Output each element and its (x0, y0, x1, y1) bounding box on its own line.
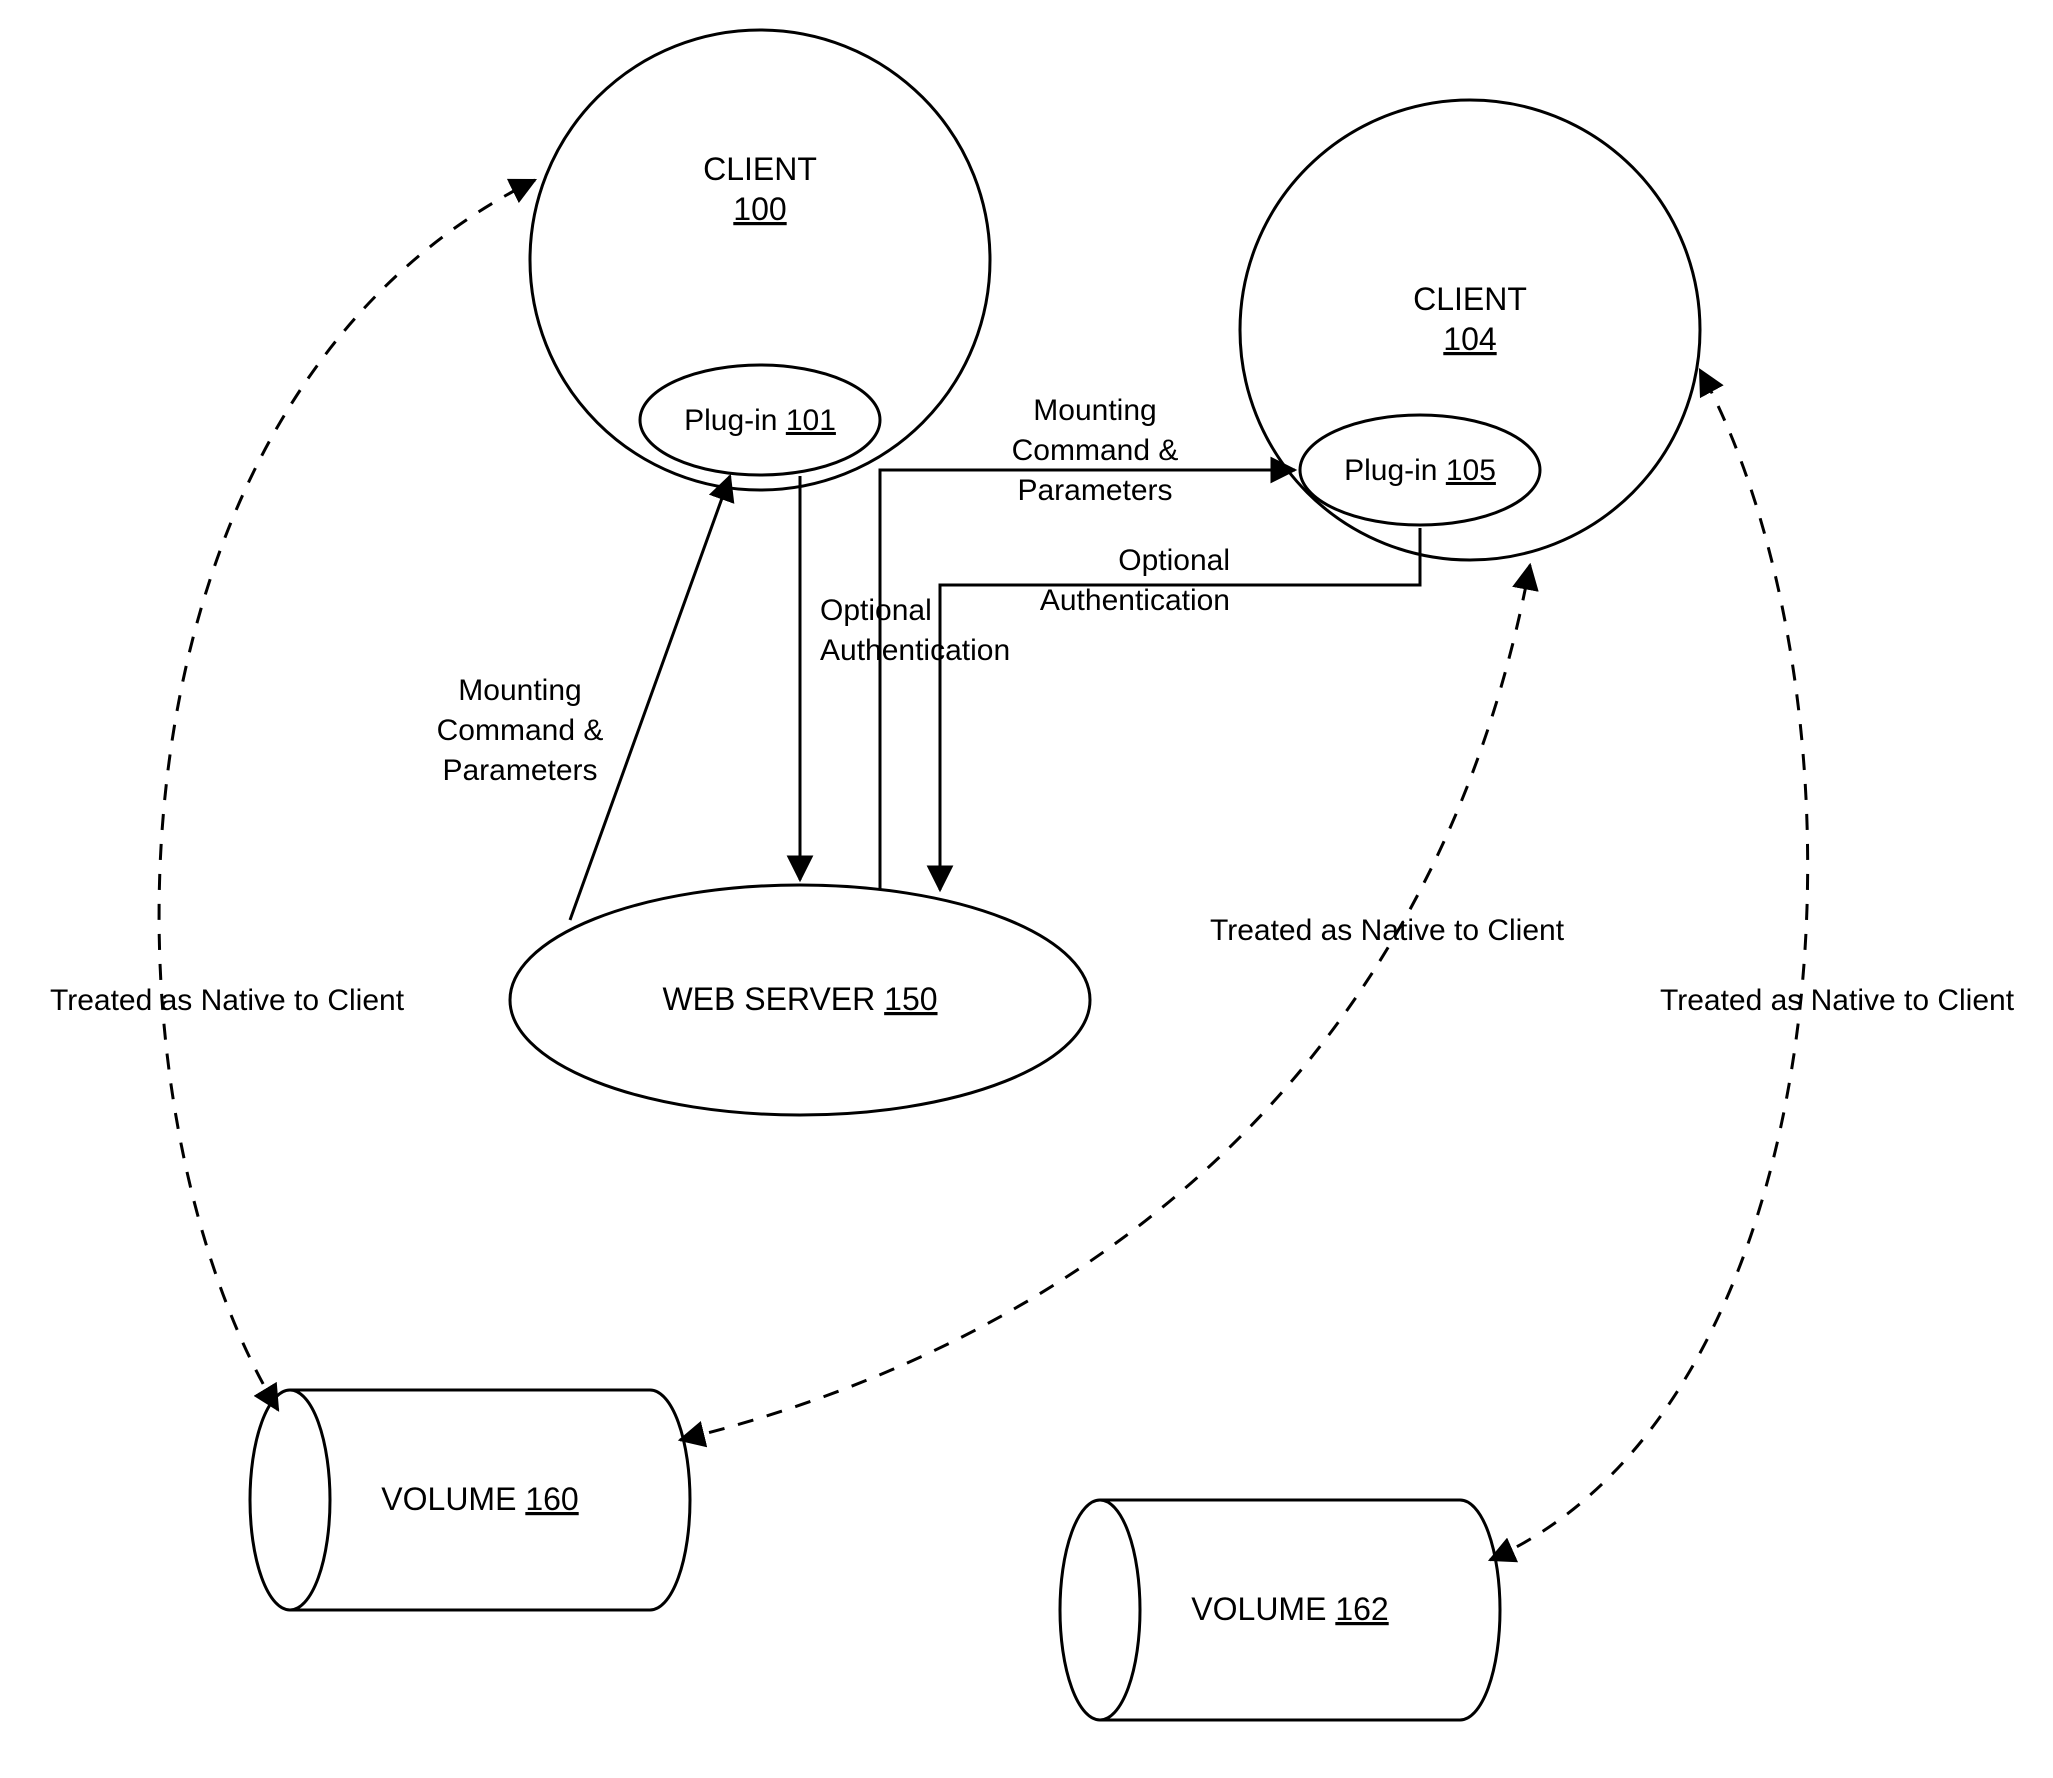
plugin-105-num: 105 (1446, 454, 1496, 487)
volume-160-label: VOLUME 160 (381, 1481, 578, 1517)
label-auth-left-1: Optional (820, 594, 932, 627)
volume-160-num: 160 (525, 1481, 578, 1517)
volume-162-label: VOLUME 162 (1191, 1591, 1388, 1627)
web-server-label: WEB SERVER 150 (662, 981, 937, 1017)
web-server-prefix: WEB SERVER (662, 981, 884, 1017)
label-native-left: Treated as Native to Client (50, 984, 405, 1017)
label-mount-left-1: Mounting (458, 674, 581, 707)
label-mount-left-2: Command & (437, 714, 604, 747)
label-mount-right-3: Parameters (1017, 474, 1172, 507)
client-104-num: 104 (1443, 321, 1496, 357)
client-104-title: CLIENT (1413, 281, 1527, 317)
edge-mount-to-plugin101 (570, 476, 730, 920)
label-auth-left-2: Authentication (820, 634, 1010, 667)
edge-native-vol160-client100 (159, 180, 535, 1410)
plugin-101-prefix: Plug-in (684, 404, 786, 437)
volume-162-prefix: VOLUME (1191, 1591, 1335, 1627)
label-auth-right-2: Authentication (1040, 584, 1230, 617)
edge-mount-to-plugin105 (880, 470, 1295, 890)
plugin-101-label: Plug-in 101 (684, 404, 836, 437)
plugin-105-label: Plug-in 105 (1344, 454, 1496, 487)
label-native-mid: Treated as Native to Client (1210, 914, 1565, 947)
edge-auth-from-plugin105 (940, 528, 1420, 890)
label-mount-right-2: Command & (1012, 434, 1179, 467)
volume-160-prefix: VOLUME (381, 1481, 525, 1517)
label-native-right: Treated as Native to Client (1660, 984, 2015, 1017)
plugin-101-num: 101 (786, 404, 836, 437)
client-100-num: 100 (733, 191, 786, 227)
label-auth-right-1: Optional (1118, 544, 1230, 577)
client-100-title: CLIENT (703, 151, 817, 187)
web-server-num: 150 (884, 981, 937, 1017)
label-mount-right-1: Mounting (1033, 394, 1156, 427)
volume-162-num: 162 (1335, 1591, 1388, 1627)
plugin-105-prefix: Plug-in (1344, 454, 1446, 487)
label-mount-left-3: Parameters (442, 754, 597, 787)
